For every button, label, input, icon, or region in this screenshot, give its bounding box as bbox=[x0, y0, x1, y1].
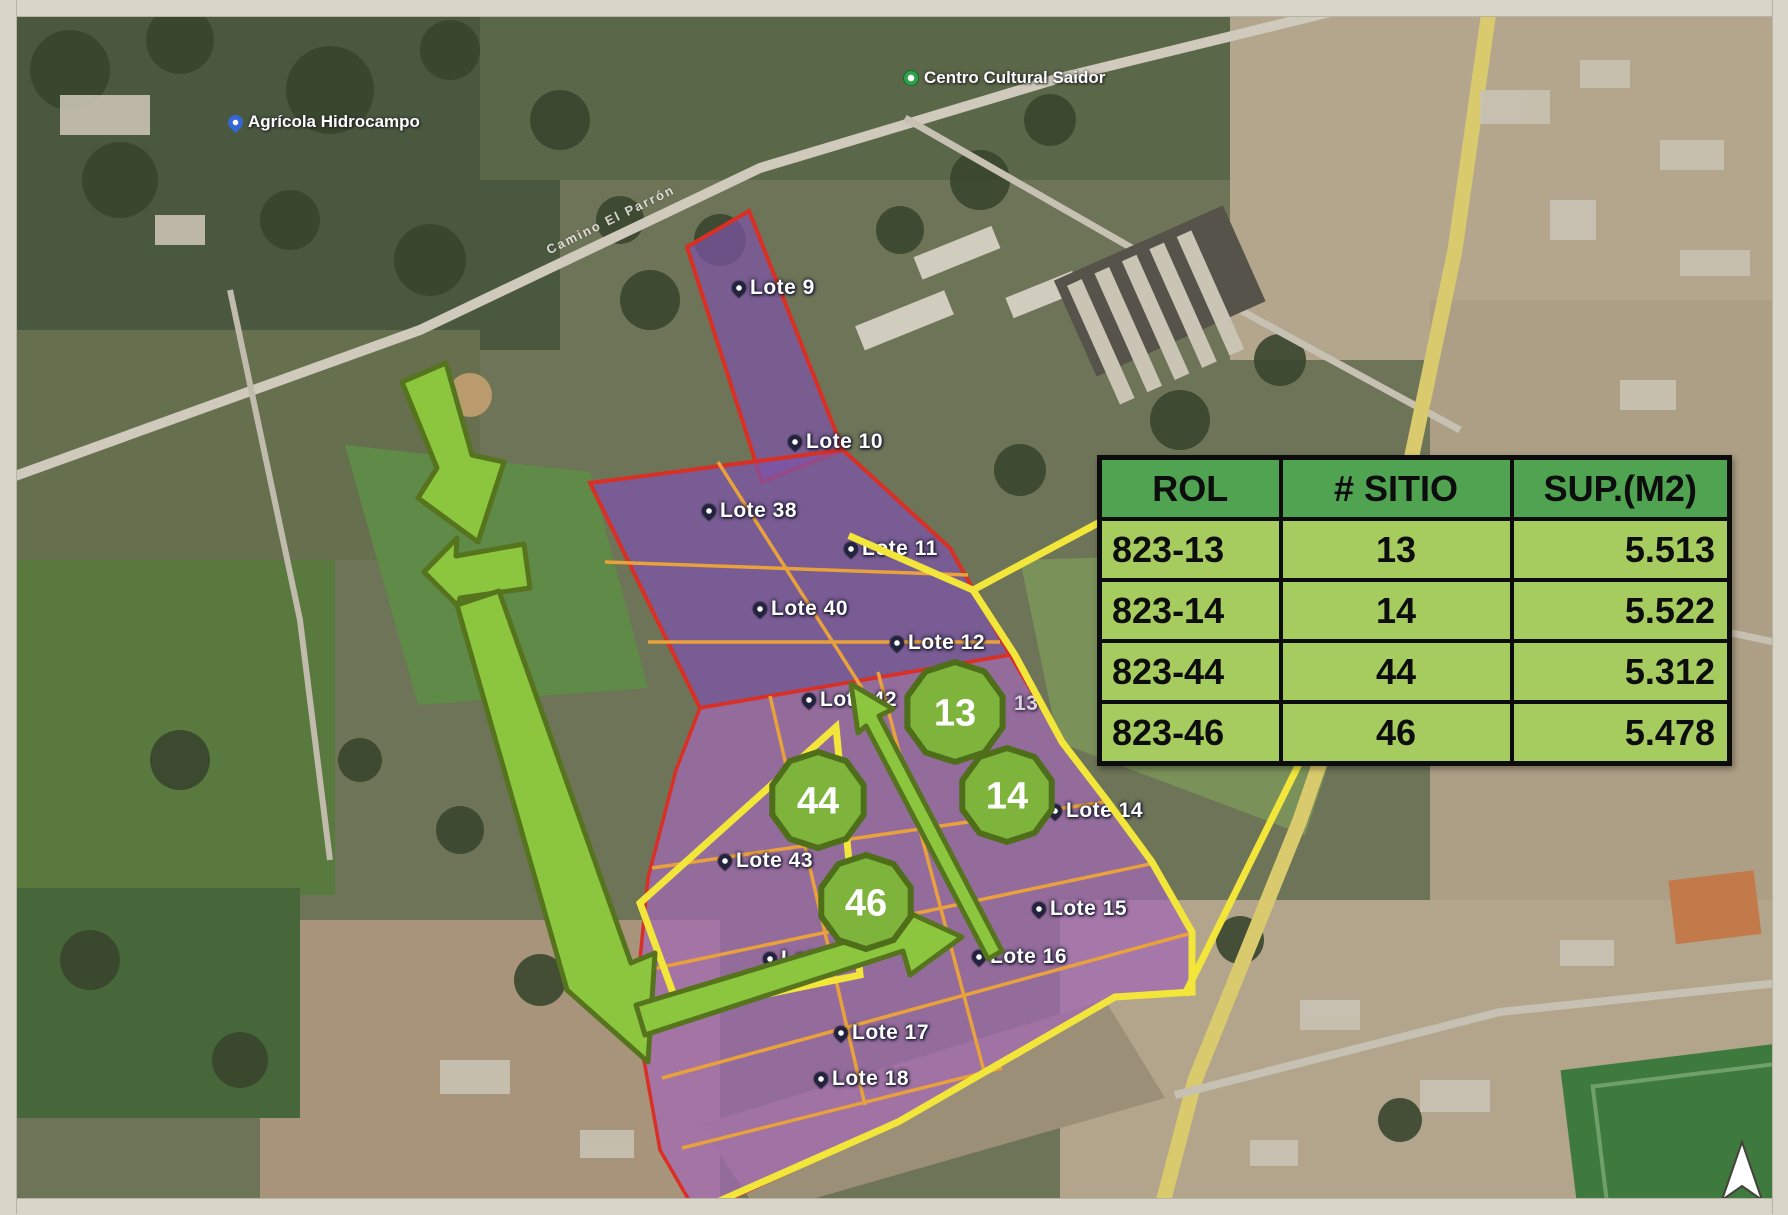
lot-label-text: Lote 38 bbox=[720, 499, 798, 522]
badge-number: 14 bbox=[986, 776, 1028, 818]
lot-label: Lote 16 bbox=[969, 945, 1068, 969]
badge-decagon-icon bbox=[904, 658, 1006, 766]
lot-label: Lote 14 bbox=[1045, 799, 1144, 823]
lot-label: Lote 18 bbox=[811, 1067, 910, 1091]
site-badge-44: 44 bbox=[769, 748, 867, 852]
frame-border-left bbox=[0, 0, 17, 1214]
site-badge-46: 46 bbox=[818, 851, 914, 953]
cell-sitio: 46 bbox=[1278, 700, 1514, 766]
cell-sitio: 14 bbox=[1278, 578, 1514, 643]
navigation-arrow-icon bbox=[1720, 1138, 1764, 1203]
badge-decagon-icon bbox=[959, 744, 1055, 846]
lot-label-text: Lote 18 bbox=[832, 1067, 910, 1090]
arrow-right-icon bbox=[633, 900, 965, 1038]
table-row: 823-44 44 5.312 bbox=[1097, 639, 1732, 704]
badge-number: 46 bbox=[845, 883, 887, 925]
lot-label-text: 13 bbox=[1014, 692, 1039, 715]
cell-rol: 823-44 bbox=[1097, 639, 1283, 704]
arrow-down-right-icon bbox=[399, 360, 507, 545]
header-rol: ROL bbox=[1097, 455, 1283, 521]
lot-label: Lote 38 bbox=[699, 499, 798, 523]
cell-rol: 823-46 bbox=[1097, 700, 1283, 766]
green-dot-icon bbox=[903, 70, 919, 86]
rol-sitio-table: ROL # SITIO SUP.(M2) 823-13 13 5.513 823-14… bbox=[1097, 455, 1732, 766]
arrow-thin-up-icon bbox=[848, 681, 1005, 962]
cell-sitio: 44 bbox=[1278, 639, 1514, 704]
table-header-row: ROL # SITIO SUP.(M2) bbox=[1097, 455, 1732, 521]
poi-agricola-hidrocampo: Agrícola Hidrocampo bbox=[224, 111, 420, 133]
poi-label: Agrícola Hidrocampo bbox=[248, 112, 420, 131]
lot-label: Lote 11 bbox=[841, 537, 938, 561]
lot-label-text: Lote 10 bbox=[806, 430, 884, 453]
frame-border-top bbox=[0, 0, 1788, 17]
lot-label: Lote 43 bbox=[715, 849, 814, 873]
site-badge-14: 14 bbox=[959, 744, 1055, 846]
badge-decagon-icon bbox=[818, 851, 914, 953]
cell-sitio: 13 bbox=[1278, 517, 1514, 582]
lot-label: 13 bbox=[1014, 692, 1038, 716]
lot-label: Lote 10 bbox=[785, 430, 884, 454]
cell-rol: 823-13 bbox=[1097, 517, 1283, 582]
lot-label: Lote 9 bbox=[729, 276, 815, 300]
header-sitio: # SITIO bbox=[1278, 455, 1514, 521]
site-badge-13: 13 bbox=[904, 658, 1006, 766]
arrow-long-down-icon bbox=[454, 588, 658, 1065]
lot-label-text: Lote 12 bbox=[908, 631, 986, 654]
lot-label-text: Lote 15 bbox=[1050, 897, 1128, 920]
lot-label-text: Lote 16 bbox=[990, 945, 1068, 968]
lot-label: Lote 15 bbox=[1029, 897, 1128, 921]
cell-sup: 5.478 bbox=[1509, 700, 1732, 766]
badge-decagon-icon bbox=[769, 748, 867, 852]
table-row: 823-14 14 5.522 bbox=[1097, 578, 1732, 643]
cell-rol: 823-14 bbox=[1097, 578, 1283, 643]
table-row: 823-13 13 5.513 bbox=[1097, 517, 1732, 582]
lot-label-text: Lote 11 bbox=[862, 537, 938, 560]
poi-label: Centro Cultural Saidor bbox=[924, 68, 1106, 87]
lot-label: Lote 40 bbox=[750, 597, 849, 621]
cell-sup: 5.312 bbox=[1509, 639, 1732, 704]
header-sup: SUP.(M2) bbox=[1509, 455, 1732, 521]
badge-number: 44 bbox=[797, 781, 839, 823]
lot-label-text: Lote 9 bbox=[750, 276, 815, 299]
badge-number: 13 bbox=[934, 693, 976, 735]
cell-sup: 5.522 bbox=[1509, 578, 1732, 643]
lot-label-text: Lote 17 bbox=[852, 1021, 930, 1044]
cell-sup: 5.513 bbox=[1509, 517, 1732, 582]
frame-border-right bbox=[1772, 0, 1788, 1214]
lot-label: Lote 12 bbox=[887, 631, 986, 655]
lot-label-text: Lote 40 bbox=[771, 597, 849, 620]
rol-table-body: 823-13 13 5.513 823-14 14 5.522 823-44 44 5.312 8… bbox=[1097, 517, 1732, 766]
lot-label-text: Lote 14 bbox=[1066, 799, 1144, 822]
lot-label: Lote 17 bbox=[831, 1021, 930, 1045]
lot-label-text: Lote 43 bbox=[736, 849, 814, 872]
poi-centro-cultural: Centro Cultural Saidor bbox=[903, 68, 1105, 88]
frame-border-bottom bbox=[0, 1198, 1788, 1215]
site-number-badges: 13 44 14 46 bbox=[769, 658, 1055, 953]
table-row: 823-46 46 5.478 bbox=[1097, 700, 1732, 766]
